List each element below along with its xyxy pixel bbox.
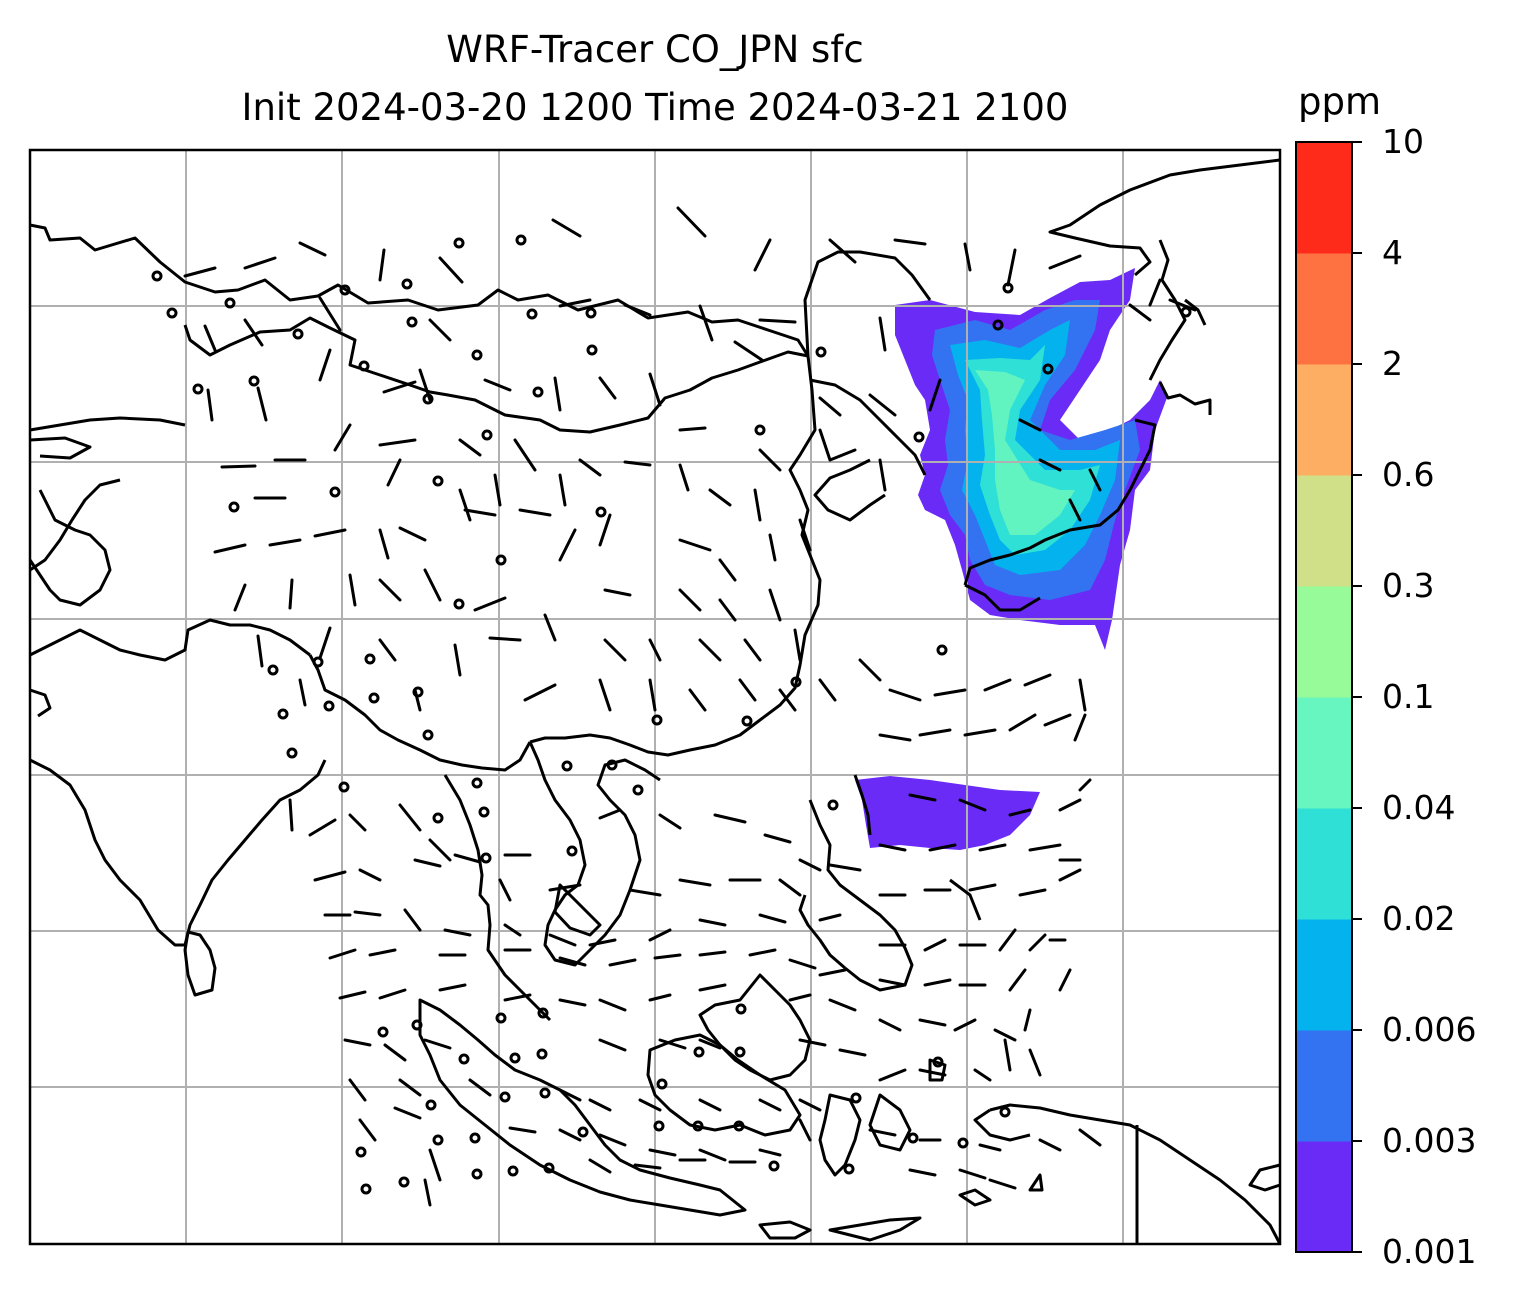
colorbar-unit-label: ppm bbox=[1298, 80, 1382, 123]
colorbar-band bbox=[1296, 1030, 1352, 1142]
colorbar bbox=[1296, 142, 1352, 1253]
colorbar-band bbox=[1296, 919, 1352, 1031]
colorbar-band bbox=[1296, 475, 1352, 587]
colorbar-tick-label: 0.6 bbox=[1382, 455, 1435, 494]
colorbar-tick-label: 4 bbox=[1382, 233, 1403, 272]
colorbar-tick-label: 0.006 bbox=[1382, 1010, 1477, 1049]
colorbar-band bbox=[1296, 586, 1352, 698]
colorbar-band bbox=[1296, 808, 1352, 920]
colorbar-band bbox=[1296, 697, 1352, 809]
map-border bbox=[28, 148, 1282, 1246]
colorbar-tick-label: 0.003 bbox=[1382, 1121, 1477, 1160]
colorbar-tick-label: 10 bbox=[1382, 122, 1424, 161]
colorbar-tick-label: 0.001 bbox=[1382, 1232, 1477, 1271]
colorbar-band bbox=[1296, 253, 1352, 365]
colorbar-band bbox=[1296, 364, 1352, 476]
map-title-line-2: Init 2024-03-20 1200 Time 2024-03-21 210… bbox=[241, 86, 1069, 129]
colorbar-tick-label: 2 bbox=[1382, 344, 1403, 383]
colorbar-tick-label: 0.3 bbox=[1382, 566, 1435, 605]
colorbar-tick-label: 0.04 bbox=[1382, 788, 1456, 827]
tracer-plume-south bbox=[855, 776, 1040, 850]
colorbar-tick-label: 0.02 bbox=[1382, 899, 1456, 938]
colorbar-ticks bbox=[1352, 141, 1362, 1253]
colorbar-band bbox=[1296, 1141, 1352, 1253]
colorbar-band bbox=[1296, 142, 1352, 254]
calm-wind-markers bbox=[151, 234, 1192, 1195]
wind-barbs bbox=[183, 206, 1197, 1207]
map-title-line-1: WRF-Tracer CO_JPN sfc bbox=[446, 28, 864, 71]
colorbar-tick-label: 0.1 bbox=[1382, 677, 1435, 716]
tracer-plume-north bbox=[895, 268, 1168, 650]
